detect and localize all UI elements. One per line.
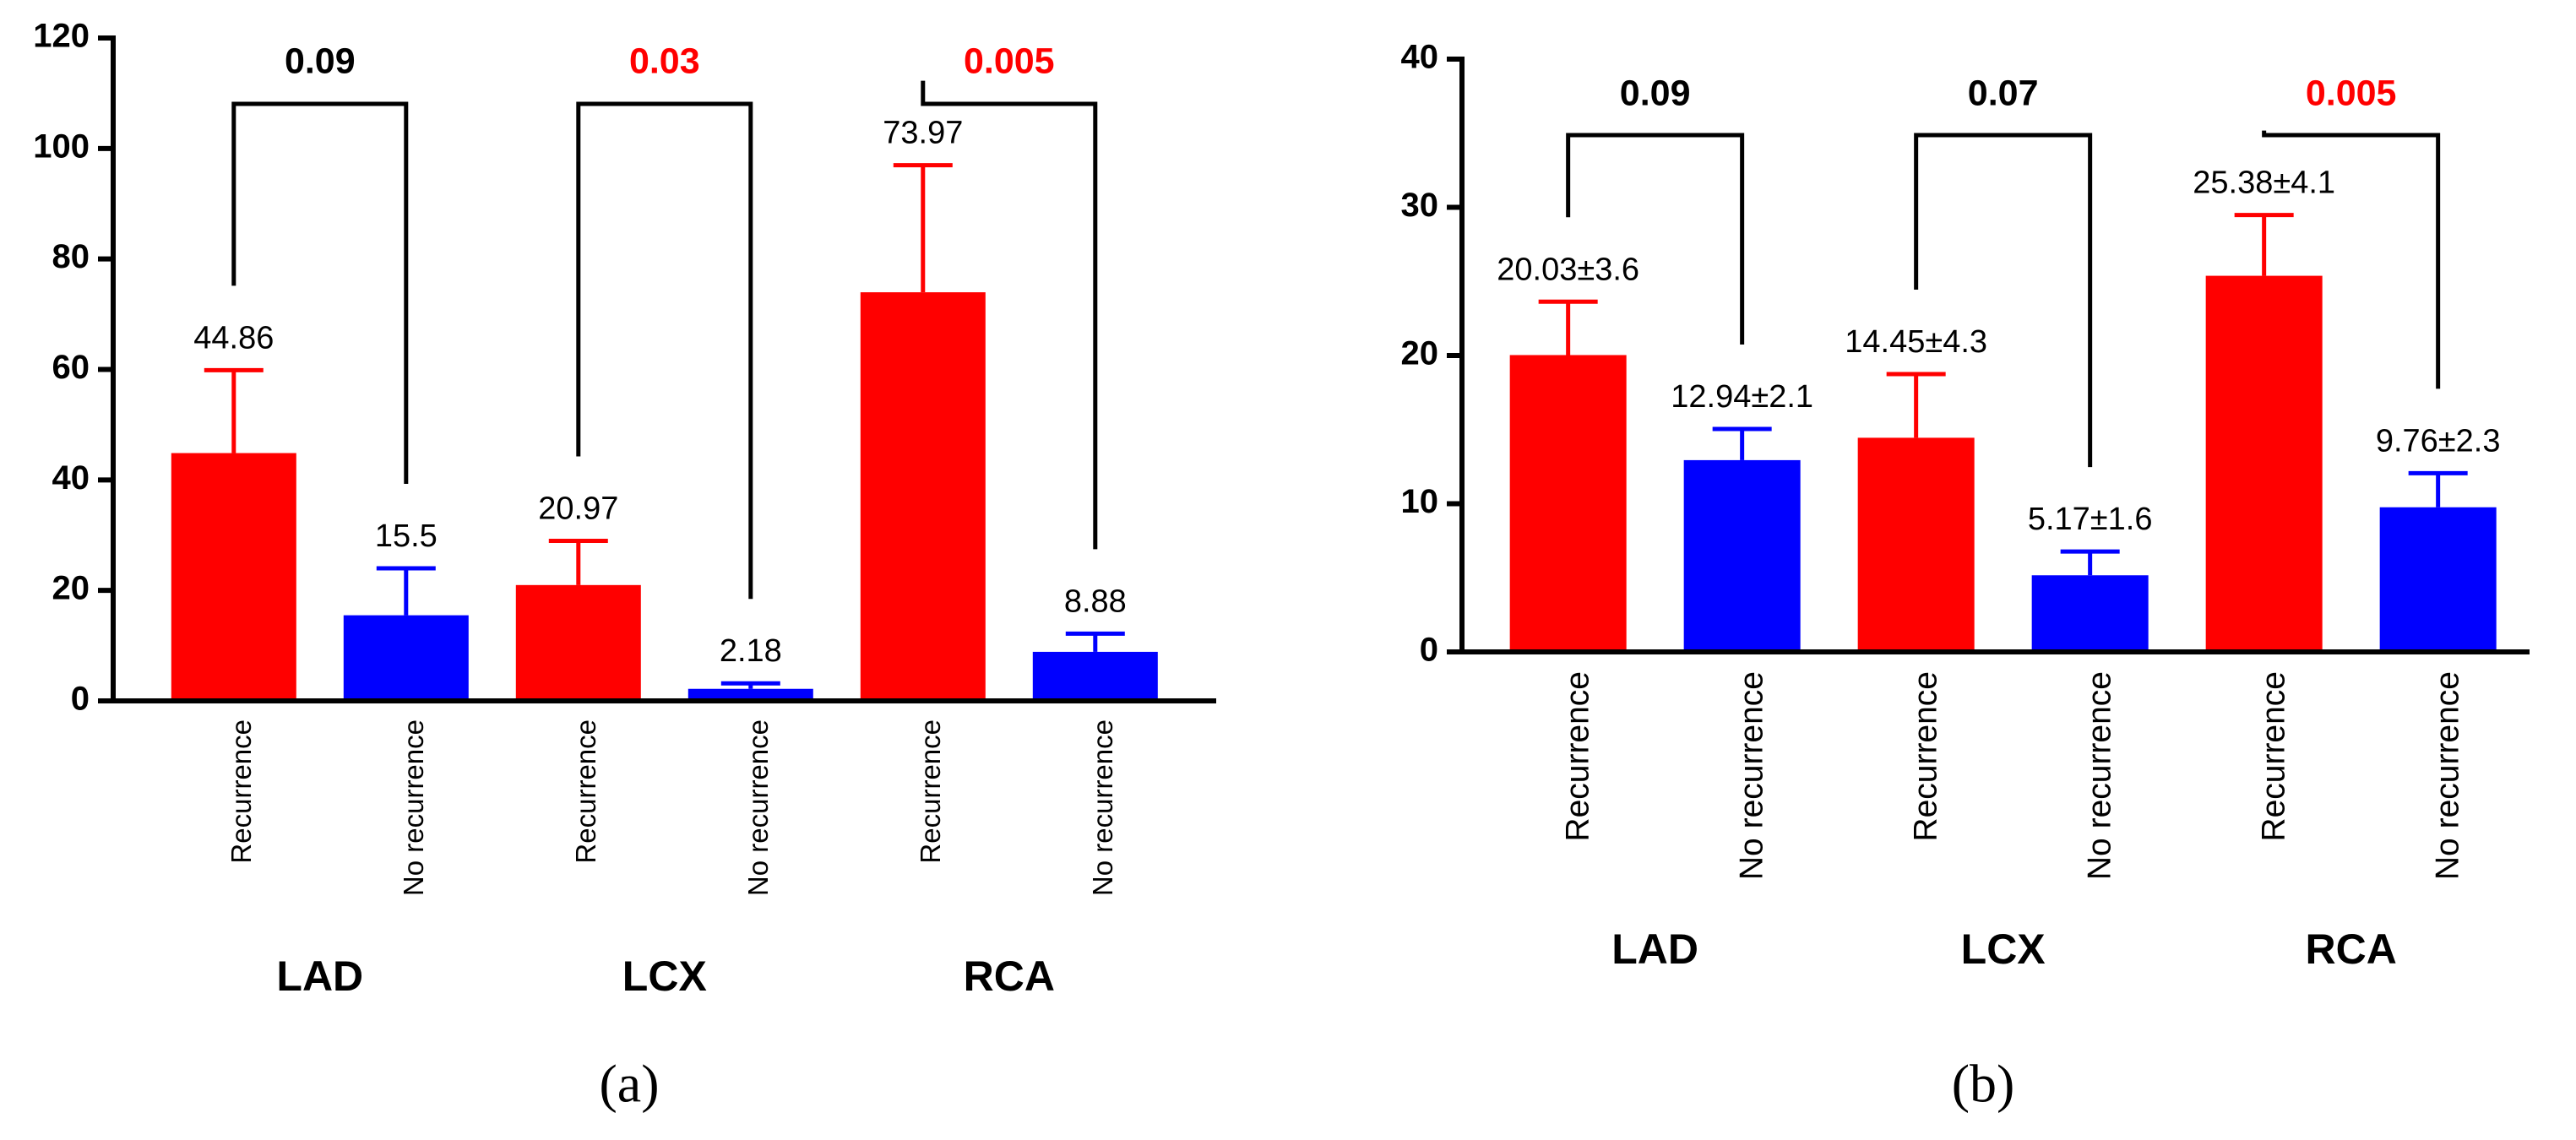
group-label: LCX (622, 953, 707, 1000)
data-label: 12.94±2.1 (1671, 379, 1813, 415)
data-label: 25.38±4.1 (2193, 166, 2335, 201)
bar (343, 615, 469, 701)
significance-bracket (2262, 130, 2441, 389)
y-tick-label: 60 (52, 349, 90, 386)
y-tick-label: 20 (52, 570, 90, 607)
group-label: LAD (1611, 926, 1698, 973)
group-label: LCX (1961, 926, 2046, 973)
y-tick-label: 20 (1401, 335, 1439, 372)
significance-bracket (1566, 133, 1745, 345)
data-label: 14.45±4.3 (1845, 324, 1987, 360)
x-tick-label: No recurrence (1734, 671, 1770, 880)
data-label: 44.86 (193, 320, 274, 356)
significance-bracket (1914, 133, 2093, 468)
data-label: 8.88 (1064, 584, 1127, 619)
x-tick-label: No recurrence (2082, 671, 2118, 880)
bar (2031, 575, 2149, 652)
significance-bracket (576, 101, 753, 600)
y-tick-label: 100 (33, 128, 90, 165)
significance-bracket (231, 101, 409, 484)
bar (2379, 507, 2497, 652)
y-tick-label: 0 (71, 681, 90, 718)
x-tick-label: Recurrence (1908, 671, 1944, 842)
data-label: 2.18 (720, 633, 782, 669)
bar (515, 584, 641, 701)
p-value: 0.005 (964, 41, 1055, 81)
bar (171, 453, 296, 701)
x-tick-label: No recurrence (742, 719, 774, 896)
bar (2205, 275, 2323, 652)
data-label: 73.97 (883, 116, 963, 151)
bar (860, 292, 986, 701)
p-value: 0.09 (285, 41, 356, 81)
y-tick-label: 40 (52, 459, 90, 497)
data-label: 15.5 (375, 518, 437, 554)
y-tick-label: 0 (1420, 632, 1438, 669)
bar (1032, 651, 1158, 701)
data-label: 9.76±2.3 (2376, 423, 2501, 459)
x-tick-label: Recurrence (1560, 671, 1596, 842)
bar (1683, 459, 1801, 652)
x-tick-label: No recurrence (1087, 719, 1118, 896)
y-tick-label: 120 (33, 18, 90, 55)
caption: (b) (1952, 1054, 2015, 1114)
x-tick-label: Recurrence (2256, 671, 2292, 842)
bar (687, 688, 813, 701)
group-label: RCA (964, 953, 1055, 1000)
y-tick-label: 80 (52, 238, 90, 275)
x-tick-label: No recurrence (2430, 671, 2466, 880)
p-value: 0.03 (629, 41, 700, 81)
x-tick-label: Recurrence (226, 719, 257, 864)
group-label: RCA (2305, 926, 2396, 973)
p-value: 0.07 (1968, 73, 2039, 113)
bar (1857, 437, 1975, 652)
caption: (a) (599, 1054, 659, 1114)
y-tick-label: 40 (1401, 39, 1439, 76)
data-label: 20.03±3.6 (1497, 252, 1639, 287)
significance-bracket (921, 80, 1098, 550)
group-label: LAD (276, 953, 363, 1000)
y-tick-label: 30 (1401, 187, 1439, 224)
y-tick-label: 10 (1401, 483, 1439, 520)
p-value: 0.005 (2306, 73, 2397, 113)
x-tick-label: Recurrence (570, 719, 601, 864)
x-tick-label: Recurrence (915, 719, 946, 864)
p-value: 0.09 (1620, 73, 1691, 113)
data-label: 5.17±1.6 (2028, 502, 2153, 537)
bar (1509, 355, 1627, 652)
x-tick-label: No recurrence (398, 719, 429, 896)
data-label: 20.97 (538, 491, 618, 527)
